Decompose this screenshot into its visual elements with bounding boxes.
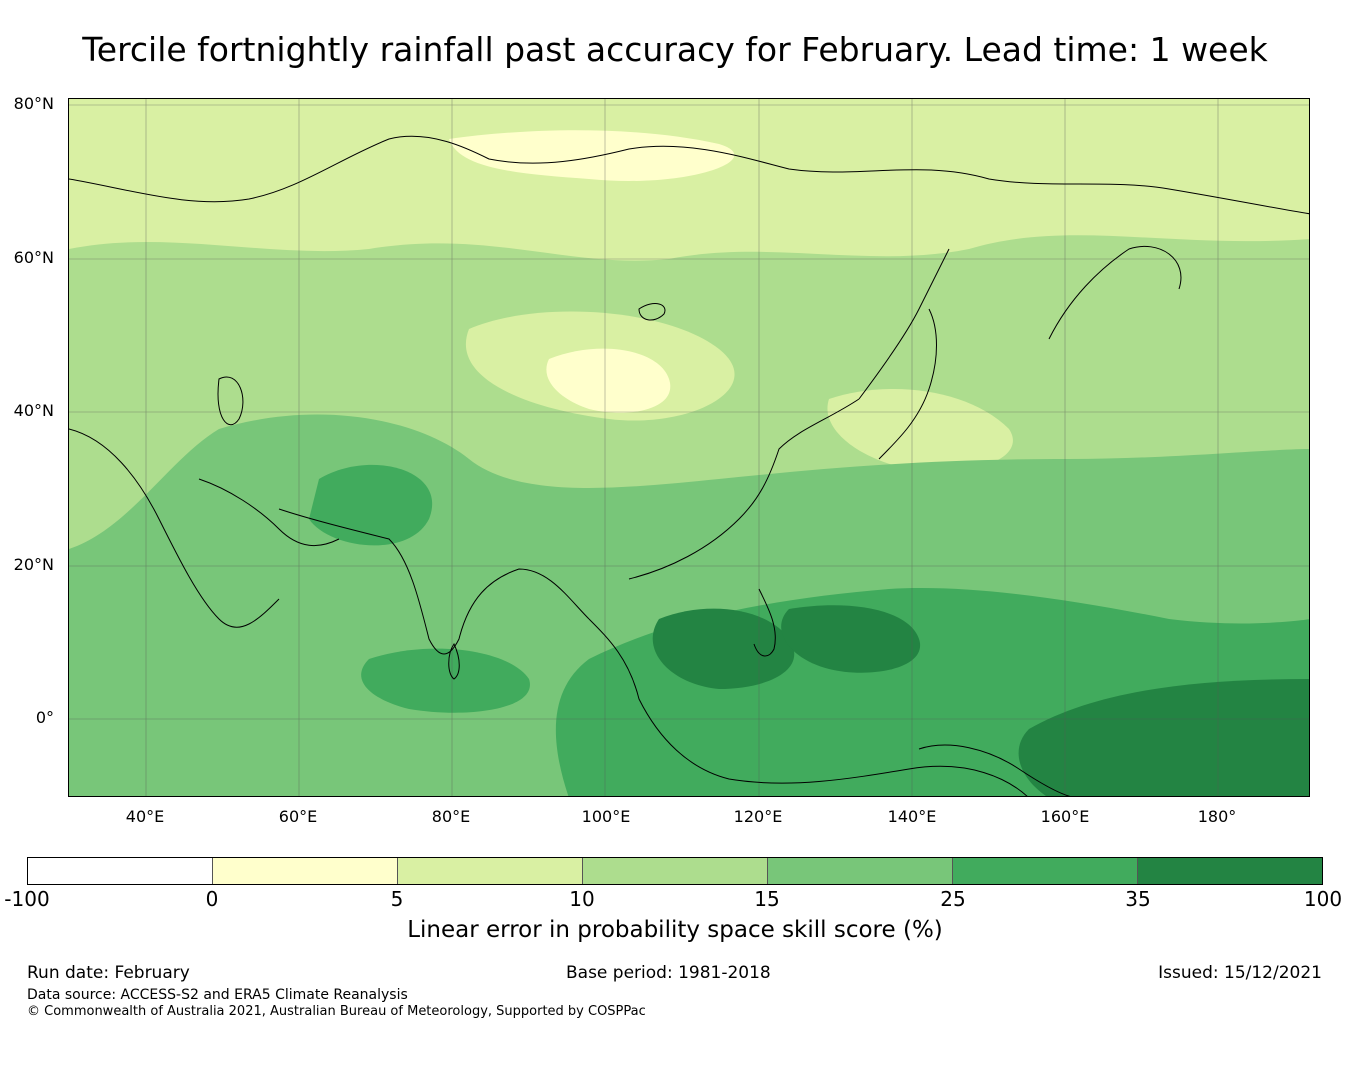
colorbar-segment-10-15 (583, 858, 768, 884)
lat-label-20n: 20°N (13, 555, 54, 574)
coastlines (69, 135, 1309, 796)
colorbar-segment-25-35 (953, 858, 1138, 884)
coastline-philippines (753, 588, 776, 657)
colorbar-segment-0-5 (213, 858, 398, 884)
lat-label-40n: 40°N (13, 401, 54, 420)
zone-siberia-pale (449, 130, 735, 181)
run-date: Run date: February (27, 963, 190, 983)
colorbar-tick-35: 35 (1125, 887, 1151, 911)
map-gridlines (69, 99, 1309, 796)
lon-label-120e: 120°E (733, 807, 783, 826)
coastline-new-guinea (918, 744, 1071, 796)
colorbar-tick-5: 5 (390, 887, 404, 911)
colorbar-segment-5-10 (398, 858, 583, 884)
coastline-korea-russia (858, 248, 950, 400)
zone-mongolia-pale (546, 348, 671, 413)
lon-label-160e: 160°E (1040, 807, 1090, 826)
coastline-japan (878, 308, 937, 460)
colorbar-tick-10: 10 (569, 887, 595, 911)
colorbar-segment-15-25 (768, 858, 953, 884)
coastline-arctic (69, 135, 1309, 215)
colorbar-label: Linear error in probability space skill … (407, 917, 943, 943)
colorbar-segment-neg100-0 (28, 858, 213, 884)
coastline-sri-lanka (448, 643, 460, 680)
lat-label-60n: 60°N (13, 248, 54, 267)
base-period: Base period: 1981-2018 (566, 963, 771, 983)
zone-equatorial-pacific-dark (1018, 679, 1309, 796)
lat-label-80n: 80°N (13, 94, 54, 113)
lon-label-140e: 140°E (887, 807, 937, 826)
coastline-kamchatka (1048, 245, 1182, 340)
colorbar-tick-15: 15 (754, 887, 780, 911)
colorbar (27, 857, 1323, 885)
zone-philippines-dark (781, 605, 921, 673)
colorbar-tick-neg100: -100 (4, 887, 50, 911)
colorbar-tick-100: 100 (1303, 887, 1343, 911)
lon-label-80e: 80°E (431, 807, 471, 826)
zone-arabia-green (309, 464, 433, 546)
zone-indian-ocean-green (361, 648, 530, 713)
zone-japan-light (827, 389, 1013, 472)
lon-label-40e: 40°E (125, 807, 165, 826)
coastline-baikal (638, 303, 666, 321)
zone-north-light (69, 99, 1309, 261)
lon-label-100e: 100°E (581, 807, 631, 826)
lon-label-180: 180° (1197, 807, 1237, 826)
skill-map (68, 98, 1310, 797)
colorbar-tick-25: 25 (940, 887, 966, 911)
lon-label-60e: 60°E (278, 807, 318, 826)
map-title: Tercile fortnightly rainfall past accura… (82, 30, 1268, 69)
coastline-red-sea (198, 478, 340, 547)
issued-date: Issued: 15/12/2021 (1158, 963, 1322, 983)
coastline-arabia-india (278, 508, 590, 655)
colorbar-tick-0: 0 (205, 887, 219, 911)
colorbar-segment-35-100 (1138, 858, 1322, 884)
coastline-indonesia (588, 618, 1028, 796)
coastline-china-east (628, 398, 860, 580)
coastline-africa-east (69, 428, 280, 628)
lat-label-0: 0° (35, 708, 54, 727)
data-source: Data source: ACCESS-S2 and ERA5 Climate … (27, 987, 408, 1003)
copyright: © Commonwealth of Australia 2021, Austra… (27, 1004, 646, 1019)
coastline-caspian (217, 376, 244, 426)
skill-map-svg (69, 99, 1309, 796)
